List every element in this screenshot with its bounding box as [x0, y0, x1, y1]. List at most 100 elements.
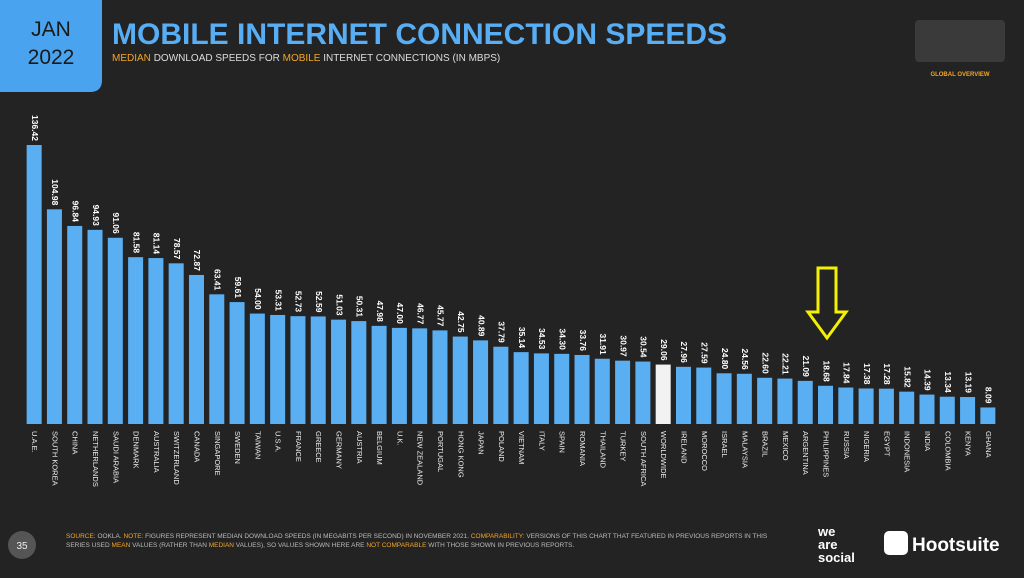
bar	[919, 394, 935, 424]
value-label: 52.73	[294, 291, 304, 313]
value-label: 59.61	[233, 277, 243, 299]
value-label: 31.91	[598, 333, 608, 355]
x-tick-label: ITALY	[537, 431, 546, 451]
value-label: 63.41	[213, 269, 223, 291]
x-tick-label: MEXICO	[781, 431, 790, 461]
bar	[777, 378, 793, 424]
value-label: 45.77	[436, 305, 446, 327]
value-label: 54.00	[253, 288, 263, 310]
value-label: 78.57	[172, 238, 182, 260]
bar	[26, 145, 42, 424]
value-label: 81.14	[152, 233, 162, 255]
bar	[696, 367, 712, 424]
bar	[128, 257, 144, 424]
x-tick-label: AUSTRALIA	[152, 431, 161, 473]
x-tick-label: PHILIPPINES	[822, 431, 831, 477]
x-tick-label: GHANA	[984, 431, 993, 458]
footnote-part: NOTE:	[123, 533, 144, 540]
value-label: 8.09	[984, 387, 994, 404]
bar	[290, 316, 306, 424]
value-label: 81.58	[131, 232, 141, 254]
value-label: 42.75	[456, 311, 466, 333]
bar	[391, 327, 407, 424]
bar	[858, 388, 874, 424]
bar	[331, 319, 347, 424]
bar	[148, 258, 164, 424]
x-tick-label: SWEDEN	[233, 431, 242, 464]
footnote-part: VERSIONS OF THIS CHART THAT FEATURED IN …	[66, 533, 768, 549]
bar	[878, 388, 894, 424]
bar	[351, 321, 367, 424]
value-label: 40.89	[476, 315, 486, 337]
x-tick-label: MOROCCO	[700, 431, 709, 471]
bar	[87, 229, 103, 424]
x-tick-label: NETHERLANDS	[91, 431, 100, 487]
value-label: 52.59	[314, 291, 324, 313]
x-tick-label: U.A.E.	[30, 431, 39, 453]
x-tick-label: U.K.	[395, 431, 404, 446]
value-label: 34.53	[537, 328, 547, 350]
x-tick-label: MALAYSIA	[740, 431, 749, 468]
footnote-part: NOT COMPARABLE	[366, 542, 427, 549]
value-label: 47.98	[375, 301, 385, 323]
x-tick-label: DENMARK	[132, 431, 141, 469]
value-label: 72.87	[192, 250, 202, 272]
bar	[310, 316, 326, 424]
x-tick-label: CHINA	[71, 431, 80, 454]
bar	[473, 340, 489, 424]
value-label: 22.21	[781, 353, 791, 375]
bar	[655, 364, 671, 424]
value-label: 33.76	[578, 330, 588, 352]
badge-month: JAN	[31, 18, 71, 41]
x-tick-label: SOUTH KOREA	[50, 431, 59, 486]
x-tick-label: AUSTRIA	[355, 431, 364, 464]
chart-title: MOBILE INTERNET CONNECTION SPEEDS	[112, 18, 727, 51]
x-tick-label: KENYA	[964, 431, 973, 456]
corner-label: GLOBAL OVERVIEW	[930, 72, 989, 78]
value-label: 37.79	[497, 321, 507, 343]
footnote-part: COMPARABILITY:	[470, 533, 525, 540]
bar	[249, 313, 265, 424]
value-label: 15.82	[902, 366, 912, 388]
bar	[452, 336, 468, 424]
x-tick-label: SINGAPORE	[213, 431, 222, 476]
value-label: 18.68	[821, 361, 831, 383]
owl-icon	[884, 531, 908, 555]
bar	[757, 377, 773, 424]
value-label: 34.30	[557, 329, 567, 351]
value-label: 21.09	[801, 356, 811, 378]
x-tick-label: INDIA	[923, 431, 932, 451]
bar	[533, 353, 549, 424]
x-tick-label: ROMANIA	[578, 431, 587, 466]
footnote-part: FIGURES REPRESENT MEDIAN DOWNLOAD SPEEDS…	[145, 533, 470, 540]
page-badge	[8, 531, 36, 559]
x-tick-label: SAUDI ARABIA	[111, 431, 120, 483]
value-label: 50.31	[355, 296, 365, 318]
bar	[615, 360, 631, 424]
logo-text: are	[818, 537, 838, 552]
bar	[899, 391, 915, 424]
value-label: 96.84	[70, 201, 80, 223]
value-label: 104.98	[50, 179, 60, 205]
footnote-part: MEAN	[111, 542, 131, 549]
value-label: 13.34	[943, 371, 953, 393]
x-tick-label: ISRAEL	[720, 431, 729, 458]
x-tick-label: POLAND	[497, 431, 506, 462]
bar	[371, 325, 387, 424]
footnote-part: VALUES), SO VALUES SHOWN HERE ARE	[235, 542, 365, 549]
annotation-arrow	[805, 266, 849, 341]
x-tick-label: GERMANY	[335, 431, 344, 469]
x-tick-label: HONG KONG	[456, 431, 465, 478]
logo-text: social	[818, 550, 855, 565]
value-label: 30.54	[639, 336, 649, 358]
value-label: 14.39	[923, 369, 933, 391]
footnote-part: VALUES (RATHER THAN	[132, 542, 207, 549]
value-label: 91.06	[111, 212, 121, 234]
x-tick-label: VIETNAM	[517, 431, 526, 464]
x-tick-label: FRANCE	[294, 431, 303, 462]
value-label: 35.14	[517, 327, 527, 349]
x-tick-label: BELGIUM	[375, 431, 384, 465]
value-label: 47.00	[395, 303, 405, 325]
badge-year: 2022	[28, 46, 75, 69]
footnote-part: MEDIAN	[208, 542, 234, 549]
